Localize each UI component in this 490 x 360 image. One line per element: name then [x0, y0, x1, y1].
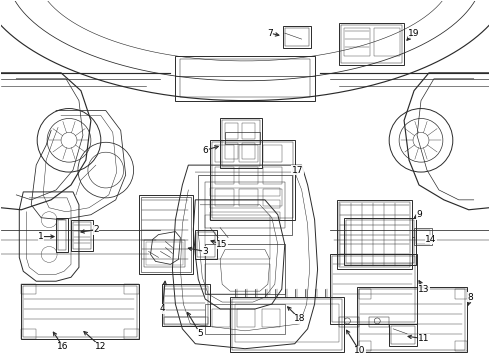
Text: 1: 1 — [38, 232, 44, 241]
Bar — [359, 289, 371, 299]
Bar — [263, 189, 282, 206]
Bar — [163, 284, 210, 326]
Bar — [21, 329, 36, 339]
Bar — [210, 140, 294, 220]
Bar — [237, 309, 255, 327]
Bar — [239, 145, 258, 162]
Bar — [338, 200, 412, 269]
Bar — [180, 59, 310, 96]
Text: 17: 17 — [292, 166, 303, 175]
Bar — [146, 242, 183, 265]
Bar — [455, 341, 467, 351]
Bar — [263, 167, 282, 184]
Bar — [165, 317, 208, 325]
Bar — [205, 304, 285, 334]
Bar — [165, 286, 208, 324]
Bar — [239, 167, 258, 184]
Bar — [414, 228, 432, 246]
Bar — [344, 218, 416, 265]
Bar — [346, 220, 414, 264]
Text: 15: 15 — [217, 240, 228, 249]
Bar — [225, 123, 238, 139]
Bar — [455, 289, 467, 299]
Bar — [220, 118, 262, 168]
Bar — [359, 289, 465, 350]
Bar — [230, 297, 344, 352]
Text: 19: 19 — [408, 29, 420, 38]
Bar — [239, 189, 258, 206]
Text: 9: 9 — [416, 210, 422, 219]
Bar — [215, 145, 234, 162]
Bar — [21, 284, 139, 339]
Bar — [210, 188, 280, 196]
Text: 6: 6 — [202, 146, 208, 155]
Bar — [242, 123, 255, 139]
Bar — [283, 26, 311, 48]
Bar — [205, 264, 270, 294]
Bar — [263, 145, 282, 162]
Bar — [225, 132, 260, 144]
Text: 16: 16 — [57, 342, 69, 351]
Text: 13: 13 — [418, 285, 430, 294]
Bar — [359, 341, 371, 351]
Bar — [144, 239, 185, 267]
Bar — [342, 25, 402, 63]
Text: 11: 11 — [418, 334, 430, 343]
Text: 18: 18 — [294, 314, 305, 323]
Bar — [235, 304, 340, 342]
Bar — [262, 309, 280, 327]
Bar — [205, 182, 285, 228]
Text: 10: 10 — [354, 346, 365, 355]
Bar — [340, 317, 359, 327]
Text: 14: 14 — [425, 235, 437, 244]
Bar — [212, 142, 293, 218]
Bar — [196, 230, 217, 260]
Bar — [197, 231, 215, 257]
Bar — [58, 220, 66, 251]
Bar — [198, 175, 292, 235]
Bar — [141, 197, 191, 272]
Bar — [21, 284, 36, 294]
Text: 5: 5 — [197, 329, 203, 338]
Bar — [416, 230, 430, 243]
Text: 8: 8 — [468, 293, 474, 302]
Text: 12: 12 — [95, 342, 106, 351]
Bar — [123, 329, 139, 339]
Bar — [139, 195, 193, 274]
Bar — [71, 220, 93, 251]
Bar — [175, 56, 315, 100]
Bar — [357, 287, 467, 352]
Bar — [332, 256, 415, 322]
Bar — [56, 218, 68, 252]
Text: 2: 2 — [93, 225, 98, 234]
Bar — [215, 189, 234, 206]
Text: 3: 3 — [202, 247, 208, 256]
Bar — [232, 299, 343, 350]
Bar — [205, 215, 270, 260]
Bar — [344, 28, 370, 56]
Bar — [212, 309, 230, 327]
Bar — [73, 222, 91, 249]
Bar — [222, 121, 260, 166]
Bar — [210, 212, 280, 220]
Bar — [329, 255, 417, 324]
Bar — [340, 202, 410, 267]
Bar — [242, 143, 255, 159]
Bar — [389, 324, 417, 346]
Bar — [123, 284, 139, 294]
Bar — [23, 286, 137, 337]
Bar — [391, 326, 415, 344]
Bar — [215, 167, 234, 184]
Bar — [374, 28, 400, 56]
Bar — [225, 143, 238, 159]
Bar — [340, 23, 404, 65]
Text: 7: 7 — [267, 29, 273, 38]
Bar — [369, 317, 389, 327]
Bar — [210, 200, 280, 208]
Text: 4: 4 — [160, 305, 165, 314]
Bar — [205, 244, 285, 294]
Bar — [285, 28, 309, 46]
